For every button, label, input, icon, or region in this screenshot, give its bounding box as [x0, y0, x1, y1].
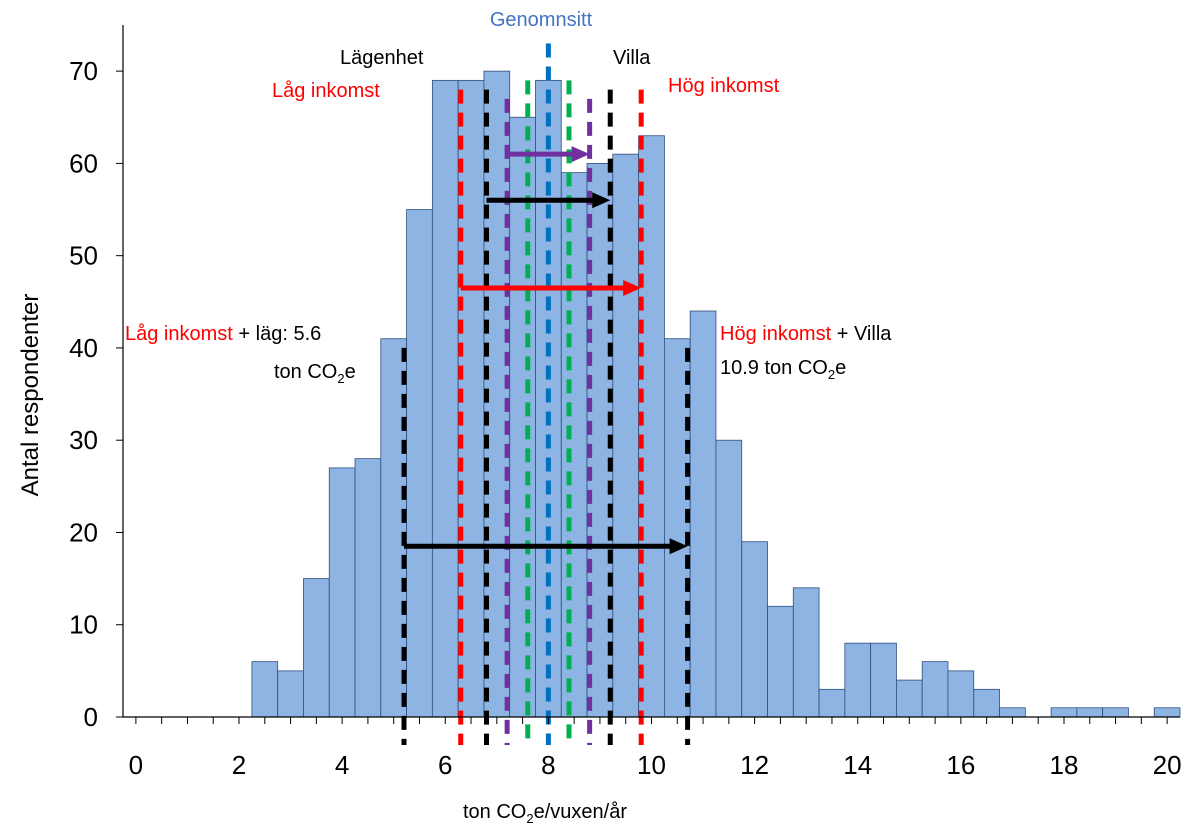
x-tick-label: 18	[1050, 750, 1079, 780]
y-tick-label: 0	[84, 702, 98, 732]
histogram-bar	[767, 605, 794, 718]
y-tick-label: 60	[69, 148, 98, 178]
annotation-lag-inkomst: Låg inkomst	[272, 80, 380, 102]
annotation-left-line2: ton CO2e	[274, 361, 356, 386]
x-tick-label: 10	[637, 750, 666, 780]
histogram-bar	[870, 642, 897, 718]
annotation-right-line1: Hög inkomst + Villa	[720, 323, 892, 345]
histogram-bar	[741, 541, 768, 718]
x-tick-label: 6	[438, 750, 452, 780]
histogram-bar	[560, 172, 588, 718]
x-tick-label: 0	[129, 750, 143, 780]
bars-group	[251, 70, 1181, 718]
y-axis-title: Antal respondenter	[17, 294, 44, 497]
x-tick-label: 8	[541, 750, 555, 780]
histogram-bar	[277, 670, 304, 718]
y-tick-label: 10	[69, 610, 98, 640]
histogram-bar	[251, 661, 279, 718]
x-tick-label: 12	[740, 750, 769, 780]
histogram-bar	[509, 116, 536, 718]
histogram-bar	[999, 707, 1026, 718]
histogram-bar	[1102, 707, 1129, 718]
histogram-bar	[612, 153, 640, 718]
histogram-bar	[406, 209, 433, 718]
x-tick-label: 16	[946, 750, 975, 780]
annotation-right-line2: 10.9 ton CO2e	[720, 357, 846, 382]
histogram-bar	[1050, 707, 1078, 718]
histogram-bar	[921, 661, 949, 718]
histogram-bar	[896, 679, 923, 718]
histogram-bar	[715, 439, 743, 718]
x-tick-label: 2	[232, 750, 246, 780]
y-tick-label: 50	[69, 241, 98, 271]
histogram-bar	[818, 688, 846, 718]
y-tick-label: 40	[69, 333, 98, 363]
range-arrow-head	[571, 146, 590, 163]
annotation-lagenhet: Lägenhet	[340, 47, 424, 69]
histogram-bar	[947, 670, 975, 718]
range-arrows-group	[404, 146, 688, 555]
histogram-bar	[1076, 707, 1104, 718]
histogram-bar	[328, 467, 356, 718]
annotation-left-line1: Låg inkomst + läg: 5.6	[125, 323, 321, 345]
range-arrow-head	[623, 279, 642, 296]
x-axis-title: ton CO2e/vuxen/år	[463, 801, 627, 826]
y-tick-label: 30	[69, 425, 98, 455]
annotation-genomnsitt: Genomnsitt	[490, 9, 593, 31]
y-tick-label: 20	[69, 517, 98, 547]
y-tick-label: 70	[69, 56, 98, 86]
range-arrow-head	[592, 192, 611, 209]
x-tick-label: 4	[335, 750, 349, 780]
axes-group: 0 2 4 6 8 10 12 14 16 18 20 0 10 20 30 40 50 60 70	[69, 25, 1182, 780]
histogram-bar	[431, 79, 459, 718]
histogram-bar	[354, 458, 382, 718]
annotation-villa: Villa	[613, 47, 651, 69]
histogram-bar	[792, 587, 820, 718]
histogram-bar	[844, 642, 872, 718]
histogram-bar	[1153, 707, 1181, 718]
range-arrow-head	[669, 538, 688, 555]
annotation-hog-inkomst: Hög inkomst	[668, 75, 780, 97]
reference-lines-group	[401, 43, 691, 745]
x-tick-label: 20	[1153, 750, 1182, 780]
x-tick-label: 14	[843, 750, 872, 780]
histogram-bar	[303, 578, 330, 718]
histogram-bar	[973, 688, 1000, 718]
histogram-bar	[689, 310, 717, 718]
